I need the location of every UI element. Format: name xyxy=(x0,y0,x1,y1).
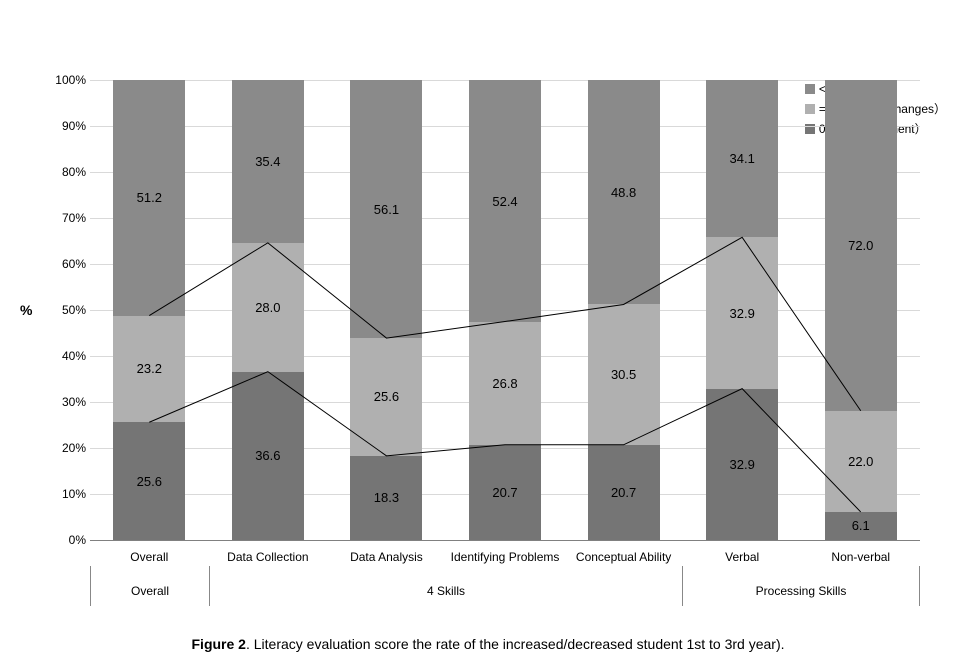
y-tick-label: 0% xyxy=(46,533,86,547)
x-category-label: Verbal xyxy=(683,544,802,564)
y-tick-label: 100% xyxy=(46,73,86,87)
y-tick-label: 40% xyxy=(46,349,86,363)
y-tick-label: 90% xyxy=(46,119,86,133)
y-tick-label: 70% xyxy=(46,211,86,225)
x-category-label: Overall xyxy=(90,544,209,564)
bar-segment-improvement: 20.7 xyxy=(469,445,541,540)
caption-rest: . Literacy evaluation score the rate of … xyxy=(246,636,785,652)
bar-segment-nochange: 25.6 xyxy=(350,338,422,456)
x-group-label: 4 Skills xyxy=(210,566,683,606)
caption-bold: Figure 2 xyxy=(192,636,246,652)
x-group-label: Overall xyxy=(90,566,210,606)
bar-segment-improvement: 6.1 xyxy=(825,512,897,540)
y-axis: 0%10%20%30%40%50%60%70%80%90%100% xyxy=(50,80,90,540)
stacked-bar: 32.932.934.1 xyxy=(706,80,778,540)
y-tick-label: 10% xyxy=(46,487,86,501)
y-axis-label: % xyxy=(20,302,32,318)
bar-slot: 20.730.548.8 xyxy=(564,80,683,540)
bar-slot: 18.325.656.1 xyxy=(327,80,446,540)
bar-segment-nochange: 22.0 xyxy=(825,411,897,512)
bar-segment-nochange: 30.5 xyxy=(588,304,660,444)
gridline xyxy=(90,540,920,541)
x-category-label: Identifying Problems xyxy=(446,544,565,564)
x-category-label: Non-verbal xyxy=(801,544,920,564)
bar-segment-nochange: 26.8 xyxy=(469,322,541,445)
bar-segment-nochange: 23.2 xyxy=(113,316,185,423)
bar-segment-improvement: 20.7 xyxy=(588,445,660,540)
y-tick-label: 30% xyxy=(46,395,86,409)
bar-slot: 36.628.035.4 xyxy=(209,80,328,540)
stacked-bar: 18.325.656.1 xyxy=(350,80,422,540)
figure-caption: Figure 2. Literacy evaluation score the … xyxy=(20,636,956,652)
bar-segment-decline: 35.4 xyxy=(232,80,304,243)
x-category-labels: OverallData CollectionData AnalysisIdent… xyxy=(90,544,920,564)
x-group-label: Processing Skills xyxy=(683,566,920,606)
bar-segment-decline: 34.1 xyxy=(706,80,778,237)
stacked-bar: 6.122.072.0 xyxy=(825,80,897,540)
x-category-label: Data Collection xyxy=(209,544,328,564)
bar-segment-improvement: 32.9 xyxy=(706,389,778,540)
stacked-bar: 25.623.251.2 xyxy=(113,80,185,540)
x-category-label: Conceptual Ability xyxy=(564,544,683,564)
stacked-bar: 36.628.035.4 xyxy=(232,80,304,540)
bar-segment-decline: 48.8 xyxy=(588,80,660,304)
bar-slot: 20.726.852.4 xyxy=(446,80,565,540)
bar-segment-improvement: 36.6 xyxy=(232,372,304,540)
bar-segment-decline: 56.1 xyxy=(350,80,422,338)
bar-segment-improvement: 25.6 xyxy=(113,422,185,540)
y-tick-label: 60% xyxy=(46,257,86,271)
x-category-label: Data Analysis xyxy=(327,544,446,564)
bar-slot: 32.932.934.1 xyxy=(683,80,802,540)
stacked-bar: 20.730.548.8 xyxy=(588,80,660,540)
bar-segment-nochange: 28.0 xyxy=(232,243,304,372)
y-tick-label: 80% xyxy=(46,165,86,179)
bar-segment-nochange: 32.9 xyxy=(706,237,778,388)
bar-slot: 6.122.072.0 xyxy=(801,80,920,540)
bar-segment-decline: 72.0 xyxy=(825,80,897,411)
y-tick-label: 50% xyxy=(46,303,86,317)
bar-segment-improvement: 18.3 xyxy=(350,456,422,540)
x-group-labels: Overall4 SkillsProcessing Skills xyxy=(90,566,920,606)
bars: 25.623.251.236.628.035.418.325.656.120.7… xyxy=(90,80,920,540)
chart-container: <0（Decline） =0（Without changes） 0<（Impro… xyxy=(20,80,956,652)
plot-area: % 0%10%20%30%40%50%60%70%80%90%100% 25.6… xyxy=(90,80,920,540)
y-tick-label: 20% xyxy=(46,441,86,455)
bar-segment-decline: 52.4 xyxy=(469,80,541,321)
bar-slot: 25.623.251.2 xyxy=(90,80,209,540)
bar-segment-decline: 51.2 xyxy=(113,80,185,316)
stacked-bar: 20.726.852.4 xyxy=(469,80,541,540)
